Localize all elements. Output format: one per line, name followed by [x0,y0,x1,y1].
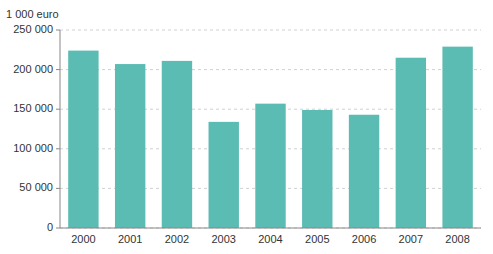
tick-label: 100 000 [13,142,53,154]
tick-label: 200 000 [13,63,53,75]
y-axis: 0 50 000 100 000 150 000 200 000 250 000 [13,23,60,233]
tick-label: 50 000 [19,181,53,193]
tick-label: 2004 [258,233,282,245]
bars [68,47,473,228]
bar [349,115,379,228]
tick-label: 2001 [118,233,142,245]
bar [209,122,239,228]
chart: 050 000100 000150 000200 000250 00020002… [0,0,493,254]
bar [68,51,98,228]
tick-label: 250 000 [13,23,53,35]
tick-label: 2002 [165,233,189,245]
bar [442,47,472,228]
bar [115,64,145,228]
bar [162,61,192,228]
tick-mark [56,188,60,189]
tick-mark [56,109,60,110]
tick-label: 0 [47,221,53,233]
axis-label: 1 000 euro [6,8,59,20]
tick-mark [56,69,60,70]
tick-label: 2006 [352,233,376,245]
x-axis: 2000 2001 2002 2003 2004 2005 2006 2007 2008 [71,233,470,245]
tick-label: 2007 [399,233,423,245]
tick-label: 2000 [71,233,95,245]
tick-mark [56,228,60,229]
tick-label: 2008 [445,233,469,245]
tick-mark [56,148,60,149]
chart-container: 050 000100 000150 000200 000250 00020002… [0,0,493,254]
x-axis-line [60,228,481,229]
tick-label: 2005 [305,233,329,245]
bar [255,104,285,228]
bar [396,58,426,228]
grid [60,30,481,228]
grid-line [60,30,481,31]
bar [302,110,332,228]
tick-label: 2003 [211,233,235,245]
tick-label: 150 000 [13,102,53,114]
tick-mark [56,30,60,31]
grid-line [60,228,481,229]
y-axis-line [60,30,61,228]
